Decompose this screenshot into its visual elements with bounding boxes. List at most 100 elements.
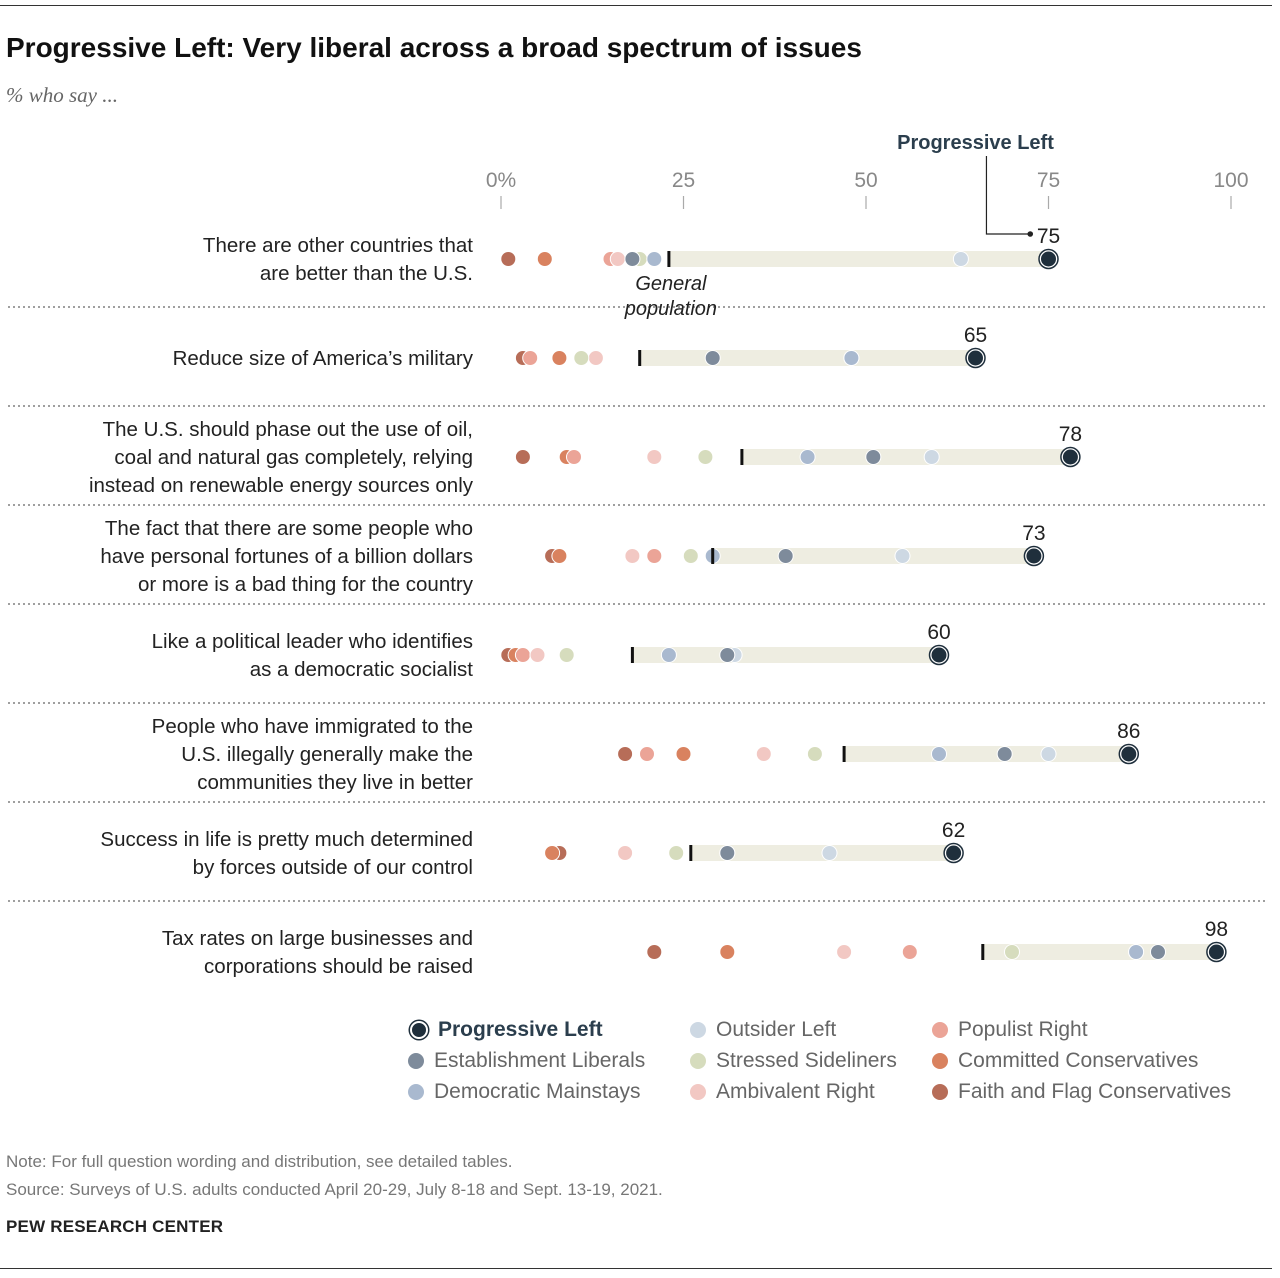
dot-faith-and-flag-conservatives	[646, 944, 663, 960]
progressive-left-dot	[1208, 944, 1224, 960]
category-label: The U.S. should phase out the use of oil…	[89, 418, 474, 497]
dot-ambivalent-right	[755, 746, 772, 762]
range-bar	[741, 449, 1071, 465]
dot-establishment-liberals	[704, 350, 721, 366]
dot-stressed-sideliners	[558, 647, 575, 663]
chart-row: People who have immigrated to the U.S. il…	[8, 715, 1268, 803]
category-label-line: Reduce size of America’s military	[173, 347, 474, 370]
org-name: PEW RESEARCH CENTER	[6, 1217, 224, 1236]
legend-swatch-icon	[932, 1022, 948, 1038]
dot-ambivalent-right	[609, 251, 626, 267]
dot-democratic-mainstays	[1128, 944, 1145, 960]
dot-faith-and-flag-conservatives	[514, 449, 531, 465]
category-label-line: There are other countries that	[203, 234, 473, 257]
dot-ambivalent-right	[646, 449, 663, 465]
category-label-line: communities they live in better	[197, 771, 473, 794]
dot-ambivalent-right	[587, 350, 604, 366]
legend-label: Democratic Mainstays	[434, 1080, 641, 1103]
dot-democratic-mainstays	[843, 350, 860, 366]
legend-label: Stressed Sideliners	[716, 1049, 897, 1072]
progressive-left-dot	[931, 647, 947, 663]
legend-item-stressed-sideliners: Stressed Sideliners	[690, 1049, 897, 1073]
callout-leader-dot	[1027, 231, 1034, 237]
legend-item-faith-and-flag-conservatives: Faith and Flag Conservatives	[932, 1080, 1231, 1104]
legend-swatch-icon	[932, 1053, 948, 1069]
dot-populist-right	[639, 746, 655, 762]
legend-item-populist-right: Populist Right	[932, 1018, 1088, 1042]
legend-swatch-icon	[932, 1084, 948, 1100]
legend-label: Committed Conservatives	[958, 1049, 1199, 1072]
range-bar	[712, 548, 1034, 564]
dot-establishment-liberals	[996, 746, 1013, 762]
chart-row: The fact that there are some people who h…	[8, 517, 1268, 605]
category-label: Tax rates on large businesses and corpora…	[162, 927, 473, 978]
dot-stressed-sideliners	[573, 350, 590, 366]
dot-stressed-sideliners	[697, 449, 714, 465]
category-label: Like a political leader who identifies as…	[152, 630, 474, 681]
dot-populist-right	[646, 548, 663, 564]
legend-swatch-icon	[690, 1053, 706, 1069]
dot-committed-conservatives	[536, 251, 553, 267]
bottom-rule	[0, 1268, 1272, 1269]
chart-row: Tax rates on large businesses and corpora…	[162, 918, 1228, 978]
dot-committed-conservatives	[675, 746, 692, 762]
dot-democratic-mainstays	[931, 746, 947, 762]
dot-populist-right	[566, 449, 582, 465]
dot-committed-conservatives	[544, 845, 561, 861]
progressive-left-value-label: 75	[1037, 225, 1060, 248]
range-bar	[668, 251, 1049, 267]
legend-label: Establishment Liberals	[434, 1049, 646, 1072]
dot-outsider-left	[1040, 746, 1057, 762]
chart-row: Like a political leader who identifies as…	[8, 621, 1268, 704]
progressive-left-dot	[1041, 251, 1056, 267]
chart-row: The U.S. should phase out the use of oil…	[8, 418, 1268, 506]
progressive-left-dot	[1026, 548, 1042, 564]
legend-label: Faith and Flag Conservatives	[958, 1080, 1232, 1103]
legend-item-outsider-left: Outsider Left	[690, 1018, 836, 1042]
progressive-left-value-label: 65	[964, 324, 987, 347]
category-label: Success in life is pretty much determine…	[100, 828, 473, 879]
category-label-line: are better than the U.S.	[260, 262, 473, 285]
category-label-line: coal and natural gas completely, relying	[114, 446, 473, 469]
range-bar	[844, 746, 1129, 762]
legend-item-establishment-liberals: Establishment Liberals	[408, 1049, 645, 1073]
category-label-line: Success in life is pretty much determine…	[100, 828, 473, 851]
category-label-line: have personal fortunes of a billion doll…	[100, 545, 473, 568]
category-label-line: The U.S. should phase out the use of oil…	[103, 418, 473, 441]
legend-label: Progressive Left	[438, 1018, 603, 1041]
category-label: The fact that there are some people who h…	[100, 517, 473, 596]
chart-row: Success in life is pretty much determine…	[8, 819, 1268, 902]
dot-establishment-liberals	[777, 548, 794, 564]
dot-outsider-left	[923, 449, 940, 465]
dot-ambivalent-right	[529, 647, 546, 663]
category-label-line: Tax rates on large businesses and	[162, 927, 473, 950]
dot-faith-and-flag-conservatives	[617, 746, 634, 762]
chart-title: Progressive Left: Very liberal across a …	[6, 32, 862, 63]
dot-establishment-liberals	[719, 647, 736, 663]
category-label-line: instead on renewable energy sources only	[89, 474, 474, 497]
category-label-line: The fact that there are some people who	[105, 517, 473, 540]
dot-populist-right	[901, 944, 918, 960]
dot-ambivalent-right	[617, 845, 634, 861]
legend-swatch-icon	[408, 1084, 424, 1100]
dot-democratic-mainstays	[646, 251, 663, 267]
category-label-line: U.S. illegally generally make the	[181, 743, 473, 766]
dot-outsider-left	[894, 548, 911, 564]
dot-establishment-liberals	[719, 845, 736, 861]
legend-swatch-icon	[408, 1053, 424, 1069]
progressive-left-value-label: 60	[927, 621, 950, 644]
progressive-left-value-label: 98	[1205, 918, 1228, 941]
dot-establishment-liberals	[865, 449, 882, 465]
general-population-label-line: General	[635, 273, 707, 295]
dot-outsider-left	[821, 845, 838, 861]
chart-source: Source: Surveys of U.S. adults conducted…	[6, 1180, 663, 1199]
category-label-line: People who have immigrated to the	[152, 715, 473, 738]
category-label-line: by forces outside of our control	[193, 856, 473, 879]
category-label-line: corporations should be raised	[204, 955, 473, 978]
dot-ambivalent-right	[624, 548, 641, 564]
legend-item-ambivalent-right: Ambivalent Right	[690, 1080, 875, 1104]
category-label-line: or more is a bad thing for the country	[138, 573, 474, 596]
general-population-label: General population	[624, 273, 717, 320]
dot-chart: Progressive Left 0% 25 50 75 100 There are oth…	[8, 132, 1268, 978]
legend-label: Outsider Left	[716, 1018, 837, 1041]
